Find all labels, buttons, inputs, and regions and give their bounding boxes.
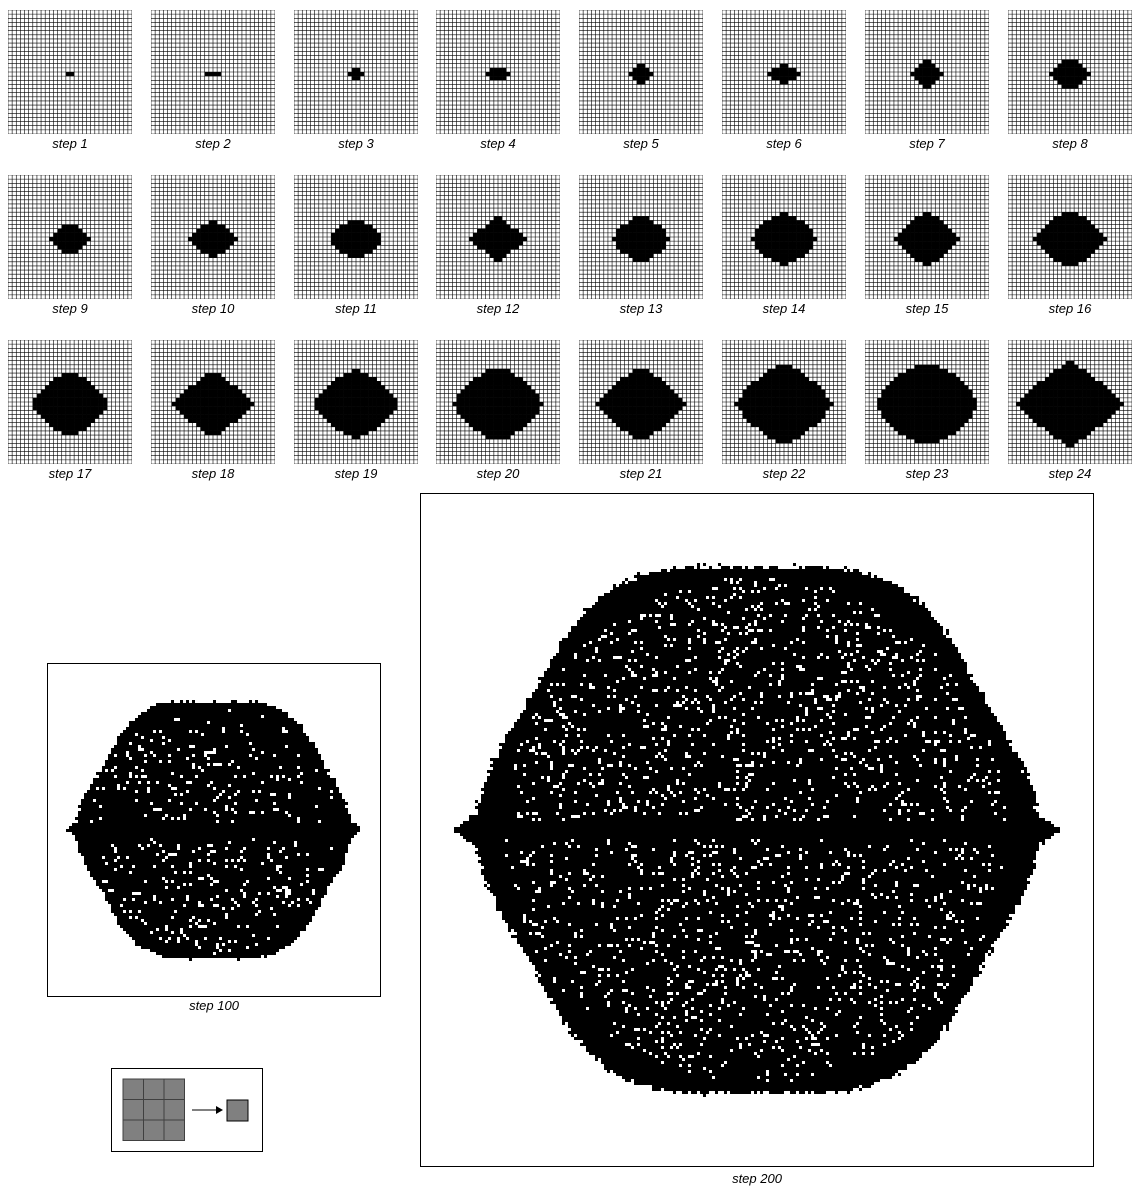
grid-step-5 xyxy=(579,10,703,134)
grid-step-23-canvas xyxy=(865,340,989,464)
rule-icon xyxy=(111,1068,263,1152)
grid-step-9-canvas xyxy=(8,175,132,299)
grid-step-24-canvas xyxy=(1008,340,1132,464)
grid-step-22 xyxy=(722,340,846,464)
grid-step-16 xyxy=(1008,175,1132,299)
grid-step-18-canvas xyxy=(151,340,275,464)
caption-step-16: step 16 xyxy=(1048,301,1092,316)
caption-step-8: step 8 xyxy=(1052,136,1088,151)
arrow-head-icon xyxy=(216,1106,223,1114)
neighborhood-cell xyxy=(163,1078,185,1100)
grid-step-1 xyxy=(8,10,132,134)
caption-step-100: step 100 xyxy=(189,998,239,1013)
grid-step-14-canvas xyxy=(722,175,846,299)
caption-step-12: step 12 xyxy=(476,301,520,316)
neighborhood-cell xyxy=(122,1119,144,1141)
pattern-step-200 xyxy=(420,493,1094,1167)
rule-diagram xyxy=(122,1078,249,1141)
caption-step-9: step 9 xyxy=(52,301,88,316)
caption-step-4: step 4 xyxy=(480,136,516,151)
grid-step-6 xyxy=(722,10,846,134)
pattern-step-200-canvas xyxy=(454,563,1060,1097)
grid-step-20-canvas xyxy=(436,340,560,464)
grid-step-8-canvas xyxy=(1008,10,1132,134)
grid-step-5-canvas xyxy=(579,10,703,134)
grid-step-17-canvas xyxy=(8,340,132,464)
grid-step-12 xyxy=(436,175,560,299)
neighborhood-cell xyxy=(122,1099,144,1121)
caption-step-6: step 6 xyxy=(766,136,802,151)
grid-step-18 xyxy=(151,340,275,464)
caption-step-200: step 200 xyxy=(732,1171,782,1186)
grid-step-8 xyxy=(1008,10,1132,134)
neighborhood-cell xyxy=(163,1119,185,1141)
caption-step-7: step 7 xyxy=(909,136,945,151)
caption-step-21: step 21 xyxy=(619,466,663,481)
caption-step-18: step 18 xyxy=(191,466,235,481)
caption-step-3: step 3 xyxy=(338,136,374,151)
grid-step-19-canvas xyxy=(294,340,418,464)
neighborhood-cell xyxy=(143,1078,165,1100)
caption-step-13: step 13 xyxy=(619,301,663,316)
caption-step-5: step 5 xyxy=(623,136,659,151)
grid-step-16-canvas xyxy=(1008,175,1132,299)
grid-step-14 xyxy=(722,175,846,299)
grid-step-4 xyxy=(436,10,560,134)
caption-step-22: step 22 xyxy=(762,466,806,481)
caption-step-11: step 11 xyxy=(335,301,377,316)
grid-step-15 xyxy=(865,175,989,299)
grid-step-11 xyxy=(294,175,418,299)
grid-step-7 xyxy=(865,10,989,134)
grid-step-2-canvas xyxy=(151,10,275,134)
grid-step-2 xyxy=(151,10,275,134)
neighborhood-cell xyxy=(163,1099,185,1121)
grid-step-4-canvas xyxy=(436,10,560,134)
grid-step-21-canvas xyxy=(579,340,703,464)
neighborhood-cell xyxy=(143,1099,165,1121)
caption-step-24: step 24 xyxy=(1048,466,1092,481)
grid-step-15-canvas xyxy=(865,175,989,299)
grid-step-1-canvas xyxy=(8,10,132,134)
grid-step-19 xyxy=(294,340,418,464)
pattern-step-100-canvas xyxy=(66,700,360,961)
grid-step-7-canvas xyxy=(865,10,989,134)
grid-step-22-canvas xyxy=(722,340,846,464)
grid-step-12-canvas xyxy=(436,175,560,299)
grid-step-13 xyxy=(579,175,703,299)
pattern-white-holes xyxy=(505,578,1006,1082)
grid-step-3-canvas xyxy=(294,10,418,134)
grid-step-23 xyxy=(865,340,989,464)
grid-step-3 xyxy=(294,10,418,134)
pattern-black-region xyxy=(454,563,1060,1097)
pattern-step-100 xyxy=(47,663,381,997)
neighborhood-cell xyxy=(122,1078,144,1100)
caption-step-10: step 10 xyxy=(191,301,235,316)
caption-step-17: step 17 xyxy=(48,466,92,481)
output-cell xyxy=(226,1099,249,1122)
caption-step-2: step 2 xyxy=(195,136,231,151)
grid-step-6-canvas xyxy=(722,10,846,134)
pattern-black-region xyxy=(66,700,360,961)
neighborhood-3x3 xyxy=(122,1078,185,1141)
caption-step-15: step 15 xyxy=(905,301,949,316)
grid-step-17 xyxy=(8,340,132,464)
caption-step-1: step 1 xyxy=(52,136,88,151)
caption-step-23: step 23 xyxy=(905,466,949,481)
grid-step-10 xyxy=(151,175,275,299)
neighborhood-cell xyxy=(143,1119,165,1141)
grid-step-13-canvas xyxy=(579,175,703,299)
grid-step-24 xyxy=(1008,340,1132,464)
grid-step-11-canvas xyxy=(294,175,418,299)
caption-step-19: step 19 xyxy=(334,466,378,481)
grid-step-21 xyxy=(579,340,703,464)
caption-step-14: step 14 xyxy=(762,301,806,316)
grid-step-9 xyxy=(8,175,132,299)
grid-step-10-canvas xyxy=(151,175,275,299)
grid-step-20 xyxy=(436,340,560,464)
caption-step-20: step 20 xyxy=(476,466,520,481)
